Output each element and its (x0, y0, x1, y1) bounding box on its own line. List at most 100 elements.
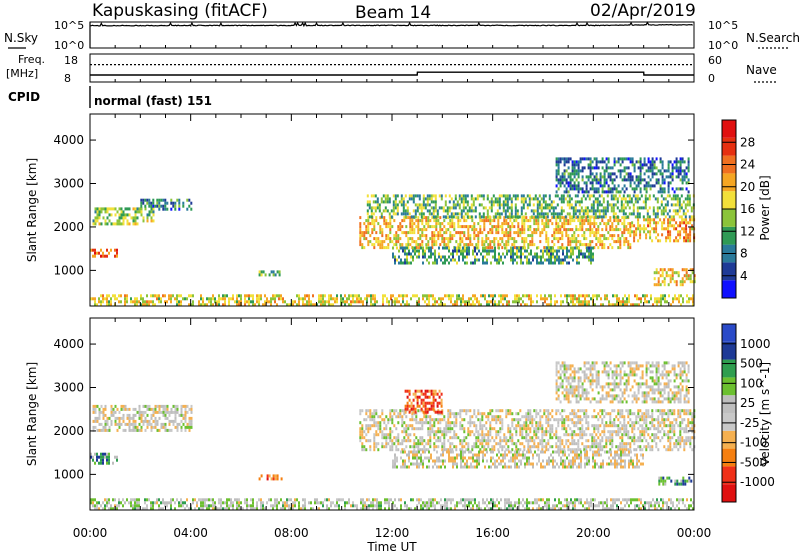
data-cell (663, 169, 666, 173)
data-cell (443, 418, 446, 422)
data-cell (402, 203, 405, 207)
data-cell (559, 160, 562, 164)
data-cell (469, 433, 472, 437)
data-cell (246, 501, 248, 505)
data-cell (645, 190, 648, 194)
data-cell (658, 501, 660, 505)
data-cell (120, 416, 123, 420)
data-cell (124, 501, 126, 505)
data-cell (106, 297, 108, 301)
data-cell (150, 504, 152, 508)
data-cell (405, 231, 408, 235)
data-cell (116, 455, 118, 459)
data-cell (361, 430, 364, 434)
data-cell (552, 255, 554, 259)
data-cell (567, 184, 570, 188)
data-cell (426, 209, 429, 213)
data-cell (602, 507, 604, 511)
data-cell (465, 409, 468, 413)
data-cell (577, 181, 580, 185)
data-cell (164, 207, 167, 211)
data-cell (648, 206, 651, 210)
data-cell (613, 184, 616, 188)
data-cell (603, 160, 606, 164)
data-cell (540, 203, 543, 207)
data-cell (564, 197, 567, 201)
data-cell (435, 433, 438, 437)
data-cell (662, 498, 664, 502)
data-cell (394, 258, 396, 262)
data-cell (448, 215, 451, 219)
data-cell (308, 294, 310, 298)
data-cell (406, 507, 408, 511)
data-cell (244, 303, 246, 307)
data-cell (456, 504, 458, 508)
data-cell (640, 501, 642, 505)
data-cell (379, 246, 382, 250)
data-cell (568, 507, 570, 511)
freq-right-tick-top: 60 (708, 54, 722, 67)
data-cell (338, 507, 340, 511)
data-cell (634, 194, 637, 198)
data-cell (387, 225, 390, 229)
data-cell (590, 194, 593, 198)
data-cell (653, 172, 656, 176)
data-cell (414, 507, 416, 511)
data-cell (473, 412, 476, 416)
data-cell (354, 504, 356, 508)
data-cell (444, 200, 447, 204)
data-cell (557, 222, 560, 226)
data-cell (382, 300, 384, 304)
data-cell (494, 212, 497, 216)
data-cell (678, 215, 681, 219)
data-cell (619, 157, 622, 161)
data-cell (473, 225, 476, 229)
data-cell (557, 169, 560, 173)
data-cell (102, 300, 104, 304)
data-cell (124, 404, 127, 408)
data-cell (649, 178, 652, 182)
data-cell (579, 240, 582, 244)
data-cell (574, 507, 576, 511)
data-cell (459, 234, 462, 238)
data-cell (150, 507, 152, 511)
data-cell (276, 477, 279, 481)
data-cell (453, 436, 456, 440)
data-cell (192, 300, 194, 304)
data-cell (456, 300, 458, 304)
data-cell (503, 231, 506, 235)
data-cell (656, 200, 659, 204)
data-cell (538, 507, 540, 511)
data-cell (365, 228, 368, 232)
data-cell (566, 297, 568, 301)
data-cell (124, 303, 126, 307)
data-cell (212, 498, 214, 502)
data-cell (589, 163, 592, 167)
data-cell (661, 178, 664, 182)
data-cell (438, 252, 440, 256)
data-cell (486, 212, 489, 216)
data-cell (394, 212, 397, 216)
data-cell (268, 474, 271, 478)
data-cell (555, 228, 558, 232)
data-cell (566, 255, 568, 259)
data-cell (629, 184, 632, 188)
data-cell (634, 200, 637, 204)
data-cell (144, 198, 147, 202)
data-cell (108, 425, 111, 429)
data-cell (655, 221, 658, 225)
data-cell (431, 225, 434, 229)
data-cell (386, 501, 388, 505)
data-cell (488, 294, 490, 298)
data-cell (442, 303, 444, 307)
data-cell (498, 200, 501, 204)
data-cell (562, 300, 564, 304)
data-cell (378, 501, 380, 505)
data-cell (630, 501, 632, 505)
data-cell (576, 297, 578, 301)
data-cell (652, 194, 655, 198)
data-cell (385, 424, 388, 428)
data-cell (372, 200, 375, 204)
data-cell (146, 201, 149, 205)
data-cell (481, 231, 484, 235)
